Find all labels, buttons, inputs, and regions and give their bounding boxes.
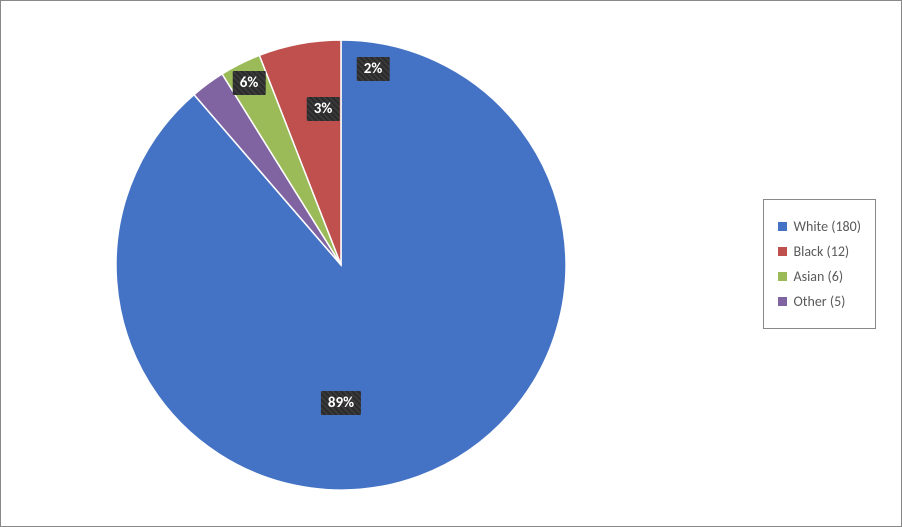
legend-swatch-black [778, 247, 787, 256]
pie-plot-area: 89% 6% 3% 2% [31, 21, 651, 508]
legend-label: White (180) [794, 218, 861, 235]
legend-swatch-white [778, 222, 787, 231]
slice-label-white: 89% [321, 391, 361, 415]
pie-svg [101, 25, 581, 505]
legend-item-black: Black (12) [778, 243, 861, 260]
legend-item-other: Other (5) [778, 293, 861, 310]
legend-item-asian: Asian (6) [778, 268, 861, 285]
chart-legend: White (180) Black (12) Asian (6) Other (… [763, 199, 876, 329]
slice-label-asian: 3% [307, 97, 340, 121]
legend-item-white: White (180) [778, 218, 861, 235]
slice-label-other: 2% [357, 57, 390, 81]
legend-swatch-asian [778, 272, 787, 281]
slice-label-black: 6% [233, 71, 266, 95]
legend-label: Black (12) [794, 243, 850, 260]
pie-chart-container: 89% 6% 3% 2% White (180) Black (12) Asia… [0, 0, 902, 527]
legend-swatch-other [778, 297, 787, 306]
legend-label: Other (5) [794, 293, 846, 310]
legend-label: Asian (6) [794, 268, 844, 285]
